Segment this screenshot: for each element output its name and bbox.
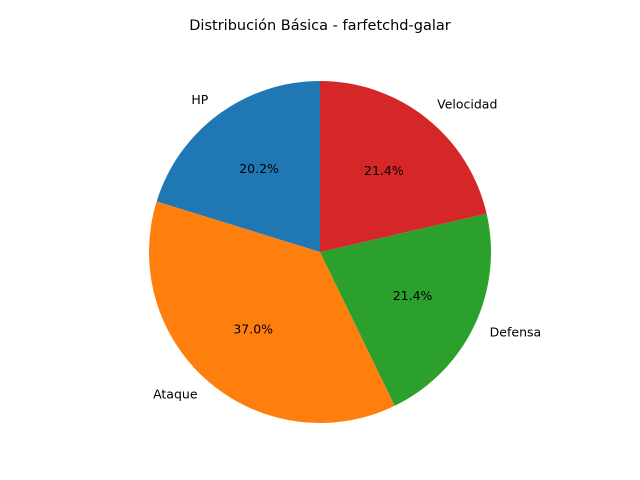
- slice-label-ataque: Ataque: [153, 386, 198, 401]
- slice-percent-defensa: 21.4%: [393, 288, 433, 303]
- slice-label-velocidad: Velocidad: [437, 96, 497, 111]
- pie-slice-velocidad: [320, 81, 487, 252]
- pie-slices: [149, 81, 491, 423]
- slice-percent-ataque: 37.0%: [233, 321, 273, 336]
- slice-percent-velocidad: 21.4%: [364, 163, 404, 178]
- pie-slice-defensa: [320, 213, 491, 406]
- pie-slice-hp: [156, 81, 320, 252]
- chart-title: Distribución Básica - farfetchd-galar: [189, 18, 450, 34]
- slice-label-hp: HP: [191, 92, 208, 107]
- pie-slice-ataque: [149, 201, 395, 423]
- pie-labels: HP 20.2% Ataque 37.0% Defensa 21.4% Velocidad 2…: [153, 92, 541, 401]
- slice-label-defensa: Defensa: [490, 325, 542, 340]
- slice-percent-hp: 20.2%: [239, 161, 279, 176]
